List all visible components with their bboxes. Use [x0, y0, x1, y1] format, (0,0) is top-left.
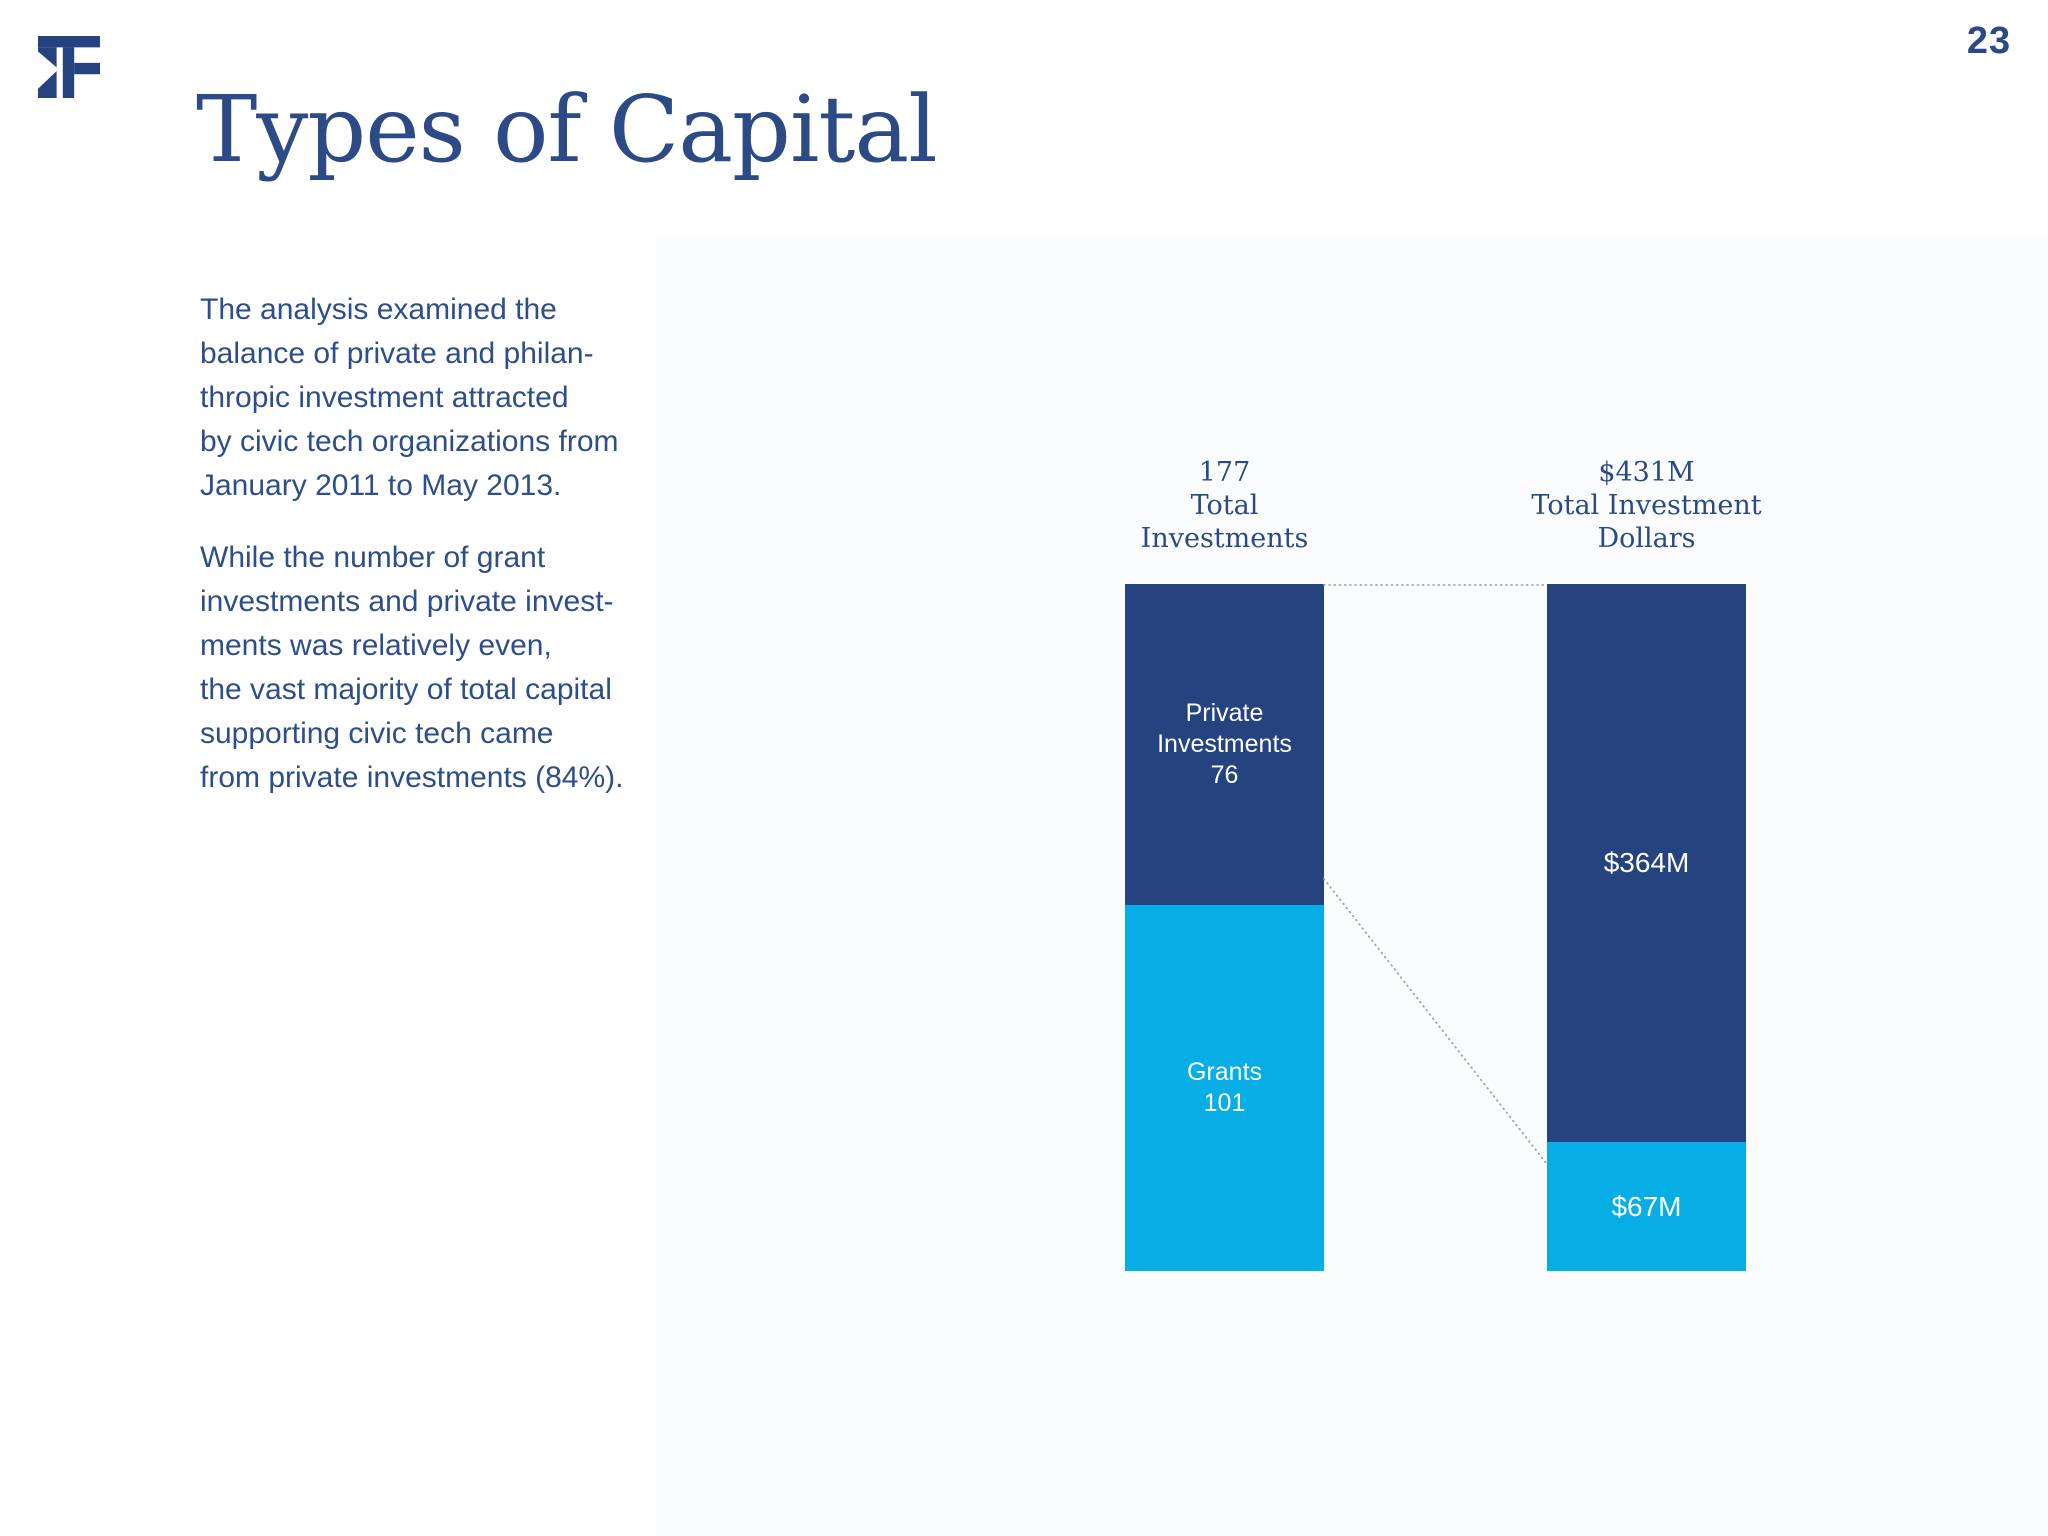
segment-label-private-investments-dollars: $364M: [1603, 847, 1690, 879]
segment-private-investments-count: Private Investments 76: [1125, 584, 1324, 906]
kf-logo-icon: [38, 36, 100, 98]
intro-paragraph-2: While the number of grant investments an…: [200, 541, 624, 794]
chart-column-total-investment-dollars: $431M Total Investment Dollars $364M $67…: [1531, 444, 1762, 1271]
diagonal-dotted-connector: [1323, 878, 1548, 1166]
segment-private-investments-dollars: $364M: [1547, 584, 1746, 1143]
intro-text: The analysis examined the balance of pri…: [200, 288, 780, 828]
knight-foundation-logo: [38, 36, 100, 98]
column-header-total-investment-dollars: $431M Total Investment Dollars: [1531, 457, 1762, 554]
column-header-total-investments: 177 Total Investments: [1140, 457, 1309, 554]
segment-grants-dollars: $67M: [1547, 1142, 1746, 1271]
intro-paragraph-1: The analysis examined the balance of pri…: [200, 293, 619, 502]
segment-label-private-investments-count: Private Investments 76: [1157, 699, 1292, 790]
connector-lines: [1323, 584, 1548, 1166]
segment-label-grants-count: Grants 101: [1186, 1058, 1263, 1118]
investment-comparison-chart: 177 Total Investments Private Investment…: [1125, 444, 1762, 1271]
page-number: 23: [1966, 20, 2012, 62]
content-panel-background: [656, 236, 2048, 1536]
segment-label-grants-dollars: $67M: [1611, 1190, 1682, 1222]
bar-total-investments: Private Investments 76 Grants 101: [1125, 584, 1324, 1271]
page-title: Types of Capital: [196, 76, 938, 183]
chart-column-total-investments: 177 Total Investments Private Investment…: [1125, 444, 1324, 1271]
segment-grants-count: Grants 101: [1125, 905, 1324, 1271]
bar-total-investment-dollars: $364M $67M: [1547, 584, 1746, 1271]
